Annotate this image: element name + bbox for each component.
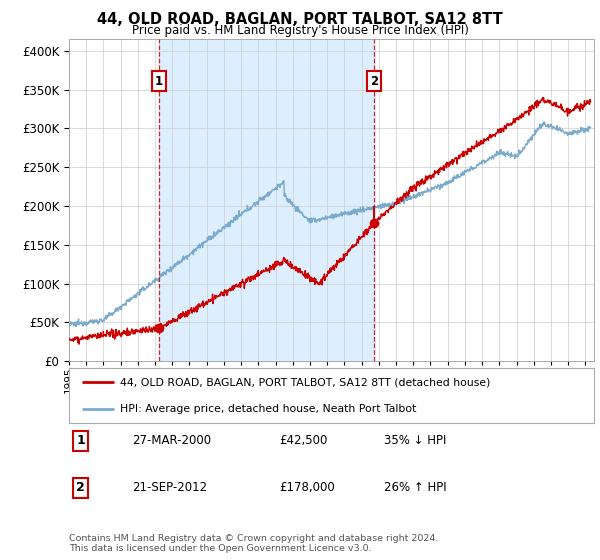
Text: Price paid vs. HM Land Registry's House Price Index (HPI): Price paid vs. HM Land Registry's House … (131, 24, 469, 36)
Text: £178,000: £178,000 (279, 481, 335, 494)
Text: 27-MAR-2000: 27-MAR-2000 (132, 435, 211, 447)
Bar (159, 39, 374, 361)
Text: 1: 1 (76, 435, 85, 447)
Text: 21-SEP-2012: 21-SEP-2012 (132, 481, 207, 494)
Text: HPI: Average price, detached house, Neath Port Talbot: HPI: Average price, detached house, Neat… (121, 404, 417, 413)
Text: 44, OLD ROAD, BAGLAN, PORT TALBOT, SA12 8TT: 44, OLD ROAD, BAGLAN, PORT TALBOT, SA12 … (97, 12, 503, 27)
Text: £42,500: £42,500 (279, 435, 328, 447)
Text: 44, OLD ROAD, BAGLAN, PORT TALBOT, SA12 8TT (detached house): 44, OLD ROAD, BAGLAN, PORT TALBOT, SA12 … (121, 377, 491, 387)
Text: 26% ↑ HPI: 26% ↑ HPI (384, 481, 446, 494)
Text: 35% ↓ HPI: 35% ↓ HPI (384, 435, 446, 447)
Text: 1: 1 (155, 74, 163, 87)
Text: Contains HM Land Registry data © Crown copyright and database right 2024.
This d: Contains HM Land Registry data © Crown c… (69, 534, 439, 553)
Text: 2: 2 (76, 481, 85, 494)
Text: 2: 2 (370, 74, 378, 87)
